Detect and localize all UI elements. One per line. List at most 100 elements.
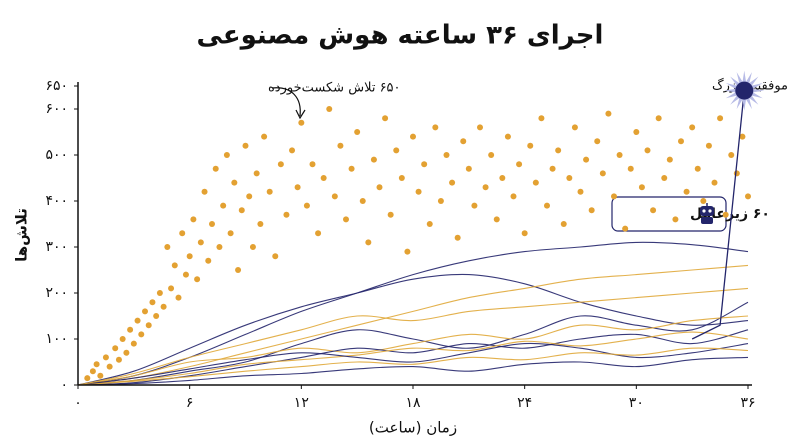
failed-attempt (235, 267, 242, 273)
y-tick-label: ۳۰۰ (45, 239, 68, 255)
failed-attempt (272, 253, 279, 260)
subagent-line (77, 241, 749, 386)
subagent-line (77, 347, 749, 386)
failed-attempt (510, 193, 517, 200)
y-tick-label: ۴۰۰ (45, 193, 68, 209)
failed-attempt (201, 188, 208, 195)
failed-attempt (153, 313, 160, 319)
x-tick-label: ۶ (186, 395, 194, 411)
failed-attempt (102, 354, 109, 361)
failed-attempt (499, 175, 506, 181)
failed-attempt (370, 156, 377, 163)
failed-attempt (216, 244, 223, 250)
failed-attempt (393, 147, 400, 154)
failed-attempt (156, 290, 163, 296)
failed-attempt (571, 124, 578, 131)
failed-attempt (471, 202, 478, 209)
failed-attempt (138, 331, 145, 338)
failed-attempt (249, 244, 256, 250)
failed-attempt (605, 110, 612, 117)
failed-attempt (97, 372, 104, 379)
failed-attempt (482, 184, 489, 191)
failed-attempt (410, 133, 416, 140)
annotation-arrow (271, 87, 301, 117)
chart-title: اجرای ۳۶ ساعته هوش مصنوعی (197, 21, 604, 51)
subagent-line (77, 273, 749, 386)
failed-attempt (209, 221, 215, 227)
failed-attempt (694, 165, 701, 172)
failed-attempt (650, 207, 657, 214)
x-axis-label: زمان (ساعت) (369, 419, 457, 437)
failed-attempt (142, 308, 148, 315)
failed-attempt (359, 198, 366, 204)
failed-attempt (197, 239, 204, 246)
failed-attempt (298, 119, 305, 126)
failed-attempt (588, 207, 595, 214)
x-tick-label: ۱۸ (405, 395, 421, 411)
subagent-line (77, 287, 749, 386)
failed-attempt (421, 161, 428, 168)
failed-attempt (460, 138, 467, 145)
failed-attempt (277, 161, 284, 168)
failed-attempt (266, 188, 273, 195)
failed-attempt (583, 156, 590, 163)
failed-attempt (376, 184, 383, 191)
failed-attempt (488, 152, 495, 158)
failed-attempt (382, 115, 389, 122)
failed-attempt (644, 147, 651, 154)
failed-attempt (93, 361, 100, 368)
failed-attempt (398, 175, 405, 181)
failed-attempt (516, 161, 523, 168)
failed-attempt (566, 175, 573, 181)
failed-attempt (315, 230, 322, 237)
failed-attempt (465, 165, 472, 172)
failed-attempt (289, 147, 296, 154)
failed-attempt (238, 207, 245, 214)
failed-attempt (616, 152, 623, 158)
failed-attempt (149, 299, 156, 306)
failed-attempt (283, 211, 290, 218)
failed-attempt (666, 156, 673, 163)
failed-attempt (504, 133, 511, 140)
y-tick-label: ۵۰۰ (45, 147, 68, 163)
breakthrough-star (735, 81, 754, 100)
failed-attempt (119, 336, 126, 342)
plot-area: ۰ ۱۰۰ ۲۰۰ ۳۰۰ ۴۰۰ ۵۰۰ ۶۰۰ ۶۵۰ ۰ ۶ ۱۲ ۱۸ ۲۴ ۳۰ ۳۶ (45, 70, 765, 411)
failed-attempt (527, 142, 534, 149)
failed-attempt (337, 142, 344, 149)
agents-box: ۶۰ زیرعامل (611, 196, 770, 232)
failed-attempt (331, 193, 338, 200)
failed-attempt (611, 193, 617, 200)
failed-attempt (326, 106, 333, 112)
failed-attempt (164, 244, 171, 250)
failed-attempt (227, 230, 234, 237)
failed-attempt (145, 322, 152, 329)
failed-attempt (454, 234, 461, 241)
failed-attempt (160, 303, 167, 310)
failed-attempt (261, 133, 268, 140)
failed-attempt (179, 230, 186, 237)
failed-attempt (112, 345, 119, 352)
failed-attempt (89, 368, 96, 375)
failed-attempt (320, 175, 327, 181)
failed-attempt (560, 221, 567, 227)
failed-attempt (115, 356, 122, 363)
y-tick-label: ۲۰۰ (45, 285, 68, 301)
failed-attempt (404, 248, 411, 255)
failed-annotation: ۶۵۰ تلاش شکست‌خورده (268, 81, 401, 96)
subagent-line (77, 329, 749, 386)
failed-attempt (555, 147, 562, 154)
failed-attempt (123, 349, 130, 356)
failed-attempt (544, 202, 550, 209)
failed-attempt (194, 276, 201, 283)
failed-attempt (711, 179, 718, 186)
robot-icon (700, 203, 714, 224)
failed-attempt (521, 230, 528, 237)
failed-attempt (678, 138, 684, 145)
failed-attempt (717, 115, 724, 122)
failed-attempt (182, 271, 189, 278)
breakthrough-line (691, 90, 745, 340)
failed-attempt (449, 179, 456, 186)
failed-attempt (294, 184, 301, 191)
failed-attempt (257, 221, 264, 227)
